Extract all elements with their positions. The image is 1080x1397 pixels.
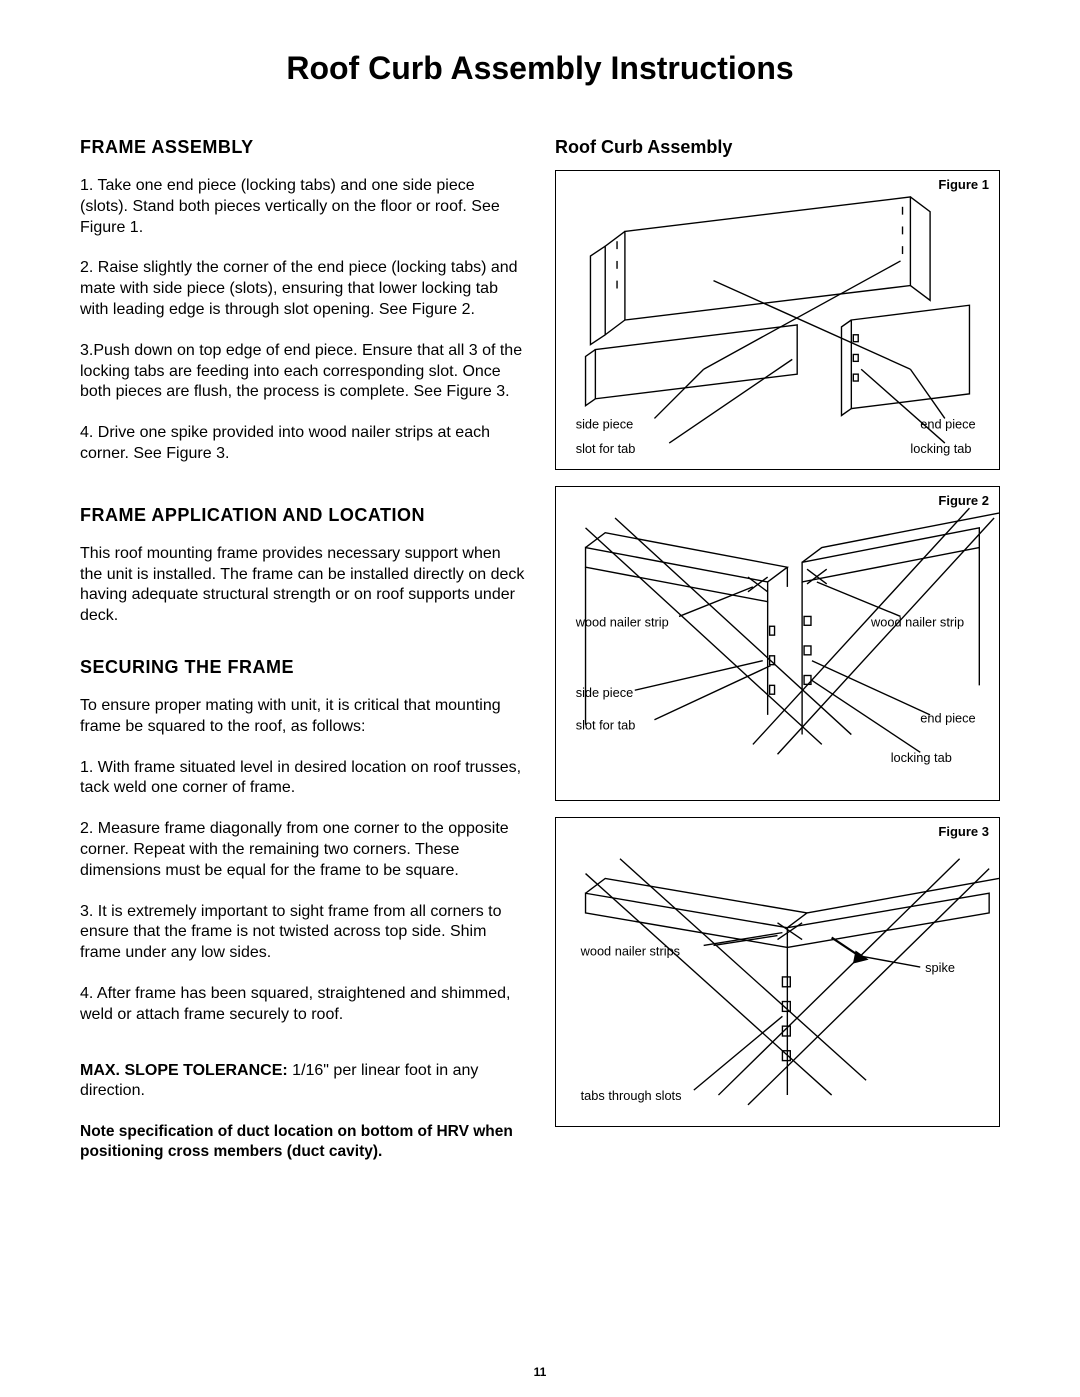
fig2-side-piece: side piece <box>576 685 634 700</box>
fig3-wood-nailer-strips: wood nailer strips <box>580 943 680 958</box>
fig1-slot-label: slot for tab <box>576 441 636 456</box>
step-4: 4. Drive one spike provided into wood na… <box>80 423 525 465</box>
fig2-wood-nailer-left: wood nailer strip <box>575 614 669 629</box>
step-2: 2. Raise slightly the corner of the end … <box>80 258 525 320</box>
secure-step-4: 4. After frame has been squared, straigh… <box>80 984 525 1026</box>
figure-1-box: Figure 1 <box>555 170 1000 470</box>
para-application: This roof mounting frame provides necess… <box>80 544 525 627</box>
left-column: FRAME ASSEMBLY 1. Take one end piece (lo… <box>80 137 525 1162</box>
heading-frame-application: FRAME APPLICATION AND LOCATION <box>80 505 525 526</box>
heading-frame-assembly: FRAME ASSEMBLY <box>80 137 525 158</box>
figure-2-label: Figure 2 <box>938 493 989 508</box>
figure-2-box: Figure 2 <box>555 486 1000 801</box>
page-title: Roof Curb Assembly Instructions <box>80 50 1000 87</box>
fig2-locking-tab: locking tab <box>891 750 952 765</box>
fig3-tabs-through-slots: tabs through slots <box>581 1088 682 1103</box>
figure-3-box: Figure 3 <box>555 817 1000 1127</box>
secure-step-1: 1. With frame situated level in desired … <box>80 758 525 800</box>
fig1-side-piece-label: side piece <box>576 416 634 431</box>
fig1-locking-tab-label: locking tab <box>910 441 971 456</box>
figure-2-svg: wood nailer strip wood nailer strip side… <box>556 487 999 800</box>
secure-step-3: 3. It is extremely important to sight fr… <box>80 902 525 964</box>
heading-roof-curb-assembly: Roof Curb Assembly <box>555 137 1000 158</box>
fig2-wood-nailer-right: wood nailer strip <box>870 614 964 629</box>
figure-3-svg: wood nailer strips spike tabs through sl… <box>556 818 999 1126</box>
right-column: Roof Curb Assembly Figure 1 <box>555 137 1000 1162</box>
figure-1-label: Figure 1 <box>938 177 989 192</box>
max-slope: MAX. SLOPE TOLERANCE: 1/16" per linear f… <box>80 1061 525 1103</box>
page-number: 11 <box>0 1365 1080 1379</box>
step-3: 3.Push down on top edge of end piece. En… <box>80 341 525 403</box>
slope-label: MAX. SLOPE TOLERANCE: <box>80 1062 288 1079</box>
two-column-layout: FRAME ASSEMBLY 1. Take one end piece (lo… <box>80 137 1000 1162</box>
fig3-spike: spike <box>925 960 955 975</box>
figure-1-svg: side piece slot for tab end piece lockin… <box>556 171 999 469</box>
step-1: 1. Take one end piece (locking tabs) and… <box>80 176 525 238</box>
para-securing-intro: To ensure proper mating with unit, it is… <box>80 696 525 738</box>
figure-3-label: Figure 3 <box>938 824 989 839</box>
fig2-slot-for-tab: slot for tab <box>576 718 636 733</box>
duct-note: Note specification of duct location on b… <box>80 1122 525 1162</box>
heading-securing-frame: SECURING THE FRAME <box>80 657 525 678</box>
fig1-end-piece-label: end piece <box>920 416 975 431</box>
fig2-end-piece: end piece <box>920 711 975 726</box>
secure-step-2: 2. Measure frame diagonally from one cor… <box>80 819 525 881</box>
